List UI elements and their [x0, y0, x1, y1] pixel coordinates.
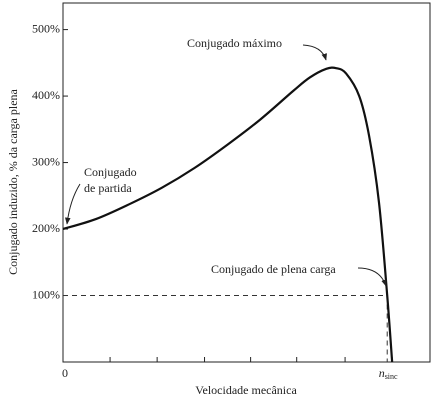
y-tick-label: 200% [32, 221, 60, 235]
y-tick-label: 100% [32, 287, 60, 301]
plot-frame [62, 2, 431, 363]
annotation: Conjugado máximo [187, 36, 282, 50]
y-tick-label: 500% [32, 21, 60, 35]
torque-curve [62, 66, 394, 363]
annotation-arrow [302, 44, 327, 61]
y-axis-label: Conjugado induzido, % da carga plena [6, 88, 20, 274]
annotation: Conjugado [84, 165, 137, 179]
x-tick-label: 0 [62, 366, 68, 380]
x-tick-label: nsinc [379, 366, 398, 381]
annotation: de partida [84, 181, 132, 195]
annotation-arrow [65, 183, 81, 225]
x-axis-label: Velocidade mecânica [195, 383, 297, 397]
x-tick-label-sub: sinc [385, 372, 398, 381]
x-tick-label-main: n [379, 366, 385, 380]
annotation-arrow [357, 267, 387, 287]
y-tick-label: 400% [32, 88, 60, 102]
y-tick-label: 300% [32, 154, 60, 168]
annotation: Conjugado de plena carga [211, 262, 336, 276]
